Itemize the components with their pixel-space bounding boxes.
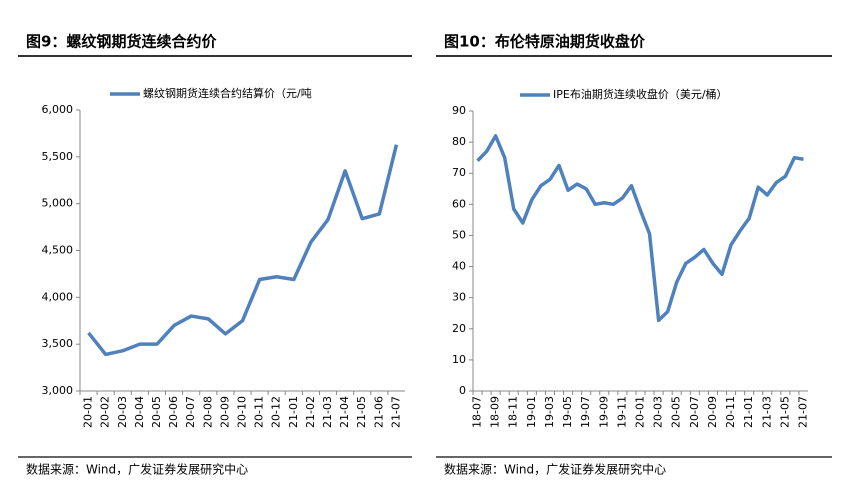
x-tick-label: 21-03 <box>321 396 334 428</box>
x-tick-label: 19-09 <box>597 396 610 428</box>
y-tick-label: 30 <box>452 291 466 304</box>
y-tick-label: 50 <box>452 228 466 241</box>
x-tick-label: 21-03 <box>760 396 773 428</box>
y-tick-label: 40 <box>452 260 466 273</box>
x-tick-label: 21-01 <box>742 396 755 428</box>
x-tick-label: 20-01 <box>634 396 647 428</box>
legend-label: 螺纹钢期货连续合约结算价（元/吨 <box>143 86 312 100</box>
x-tick-label: 20-04 <box>133 396 146 428</box>
y-tick-label: 4,500 <box>42 244 74 257</box>
x-tick-label: 20-03 <box>116 396 129 428</box>
x-tick-label: 20-03 <box>652 396 665 428</box>
x-tick-label: 21-07 <box>389 396 402 428</box>
x-tick-label: 20-11 <box>253 396 266 428</box>
x-tick-label: 21-06 <box>372 396 385 428</box>
x-tick-label: 20-07 <box>688 396 701 428</box>
y-tick-label: 80 <box>452 135 466 148</box>
x-tick-label: 20-09 <box>706 396 719 428</box>
data-line <box>476 134 804 323</box>
y-tick-label: 70 <box>452 166 466 179</box>
legend-label: IPE布油期货连续收盘价（美元/桶） <box>553 87 728 101</box>
y-tick-label: 6,000 <box>42 103 74 116</box>
x-tick-label: 21-07 <box>796 396 809 428</box>
chart-title: 图9：螺纹钢期货连续合约价 <box>26 33 217 51</box>
x-tick-label: 18-11 <box>507 396 520 428</box>
source-note: 数据来源：Wind，广发证券发展研究中心 <box>26 462 248 477</box>
y-tick-label: 90 <box>452 104 466 117</box>
x-tick-label: 20-07 <box>184 396 197 428</box>
x-tick-label: 20-06 <box>167 396 180 428</box>
x-tick-label: 18-07 <box>471 396 484 428</box>
x-tick-label: 19-05 <box>561 396 574 428</box>
y-tick-label: 3,500 <box>42 337 74 350</box>
x-tick-label: 20-12 <box>270 396 283 428</box>
x-tick-label: 21-01 <box>287 396 300 428</box>
chart-title: 图10：布伦特原油期货收盘价 <box>444 33 646 51</box>
y-tick-label: 20 <box>452 322 466 335</box>
x-tick-label: 18-09 <box>489 396 502 428</box>
data-line <box>87 144 399 357</box>
x-tick-label: 20-05 <box>670 396 683 428</box>
y-tick-label: 5,500 <box>42 150 74 163</box>
y-tick-label: 4,000 <box>42 290 74 303</box>
x-tick-label: 21-05 <box>778 396 791 428</box>
y-tick-label: 3,000 <box>42 384 74 397</box>
x-tick-label: 19-01 <box>525 396 538 428</box>
x-tick-label: 21-05 <box>355 396 368 428</box>
x-tick-label: 21-02 <box>304 396 317 428</box>
x-tick-label: 20-10 <box>236 396 249 428</box>
y-tick-label: 5,000 <box>42 197 74 210</box>
x-tick-label: 19-03 <box>543 396 556 428</box>
x-tick-label: 19-11 <box>615 396 628 428</box>
source-note: 数据来源：Wind，广发证券发展研究中心 <box>444 462 666 477</box>
x-tick-label: 20-01 <box>82 396 95 428</box>
x-tick-label: 20-11 <box>724 396 737 428</box>
y-tick-label: 10 <box>452 353 466 366</box>
x-tick-label: 20-05 <box>150 396 163 428</box>
x-tick-label: 19-07 <box>579 396 592 428</box>
y-tick-label: 60 <box>452 197 466 210</box>
x-tick-label: 20-08 <box>201 396 214 428</box>
x-tick-label: 20-09 <box>218 396 231 428</box>
y-tick-label: 0 <box>459 384 466 397</box>
x-tick-label: 20-02 <box>99 396 112 428</box>
x-tick-label: 21-04 <box>338 396 351 428</box>
